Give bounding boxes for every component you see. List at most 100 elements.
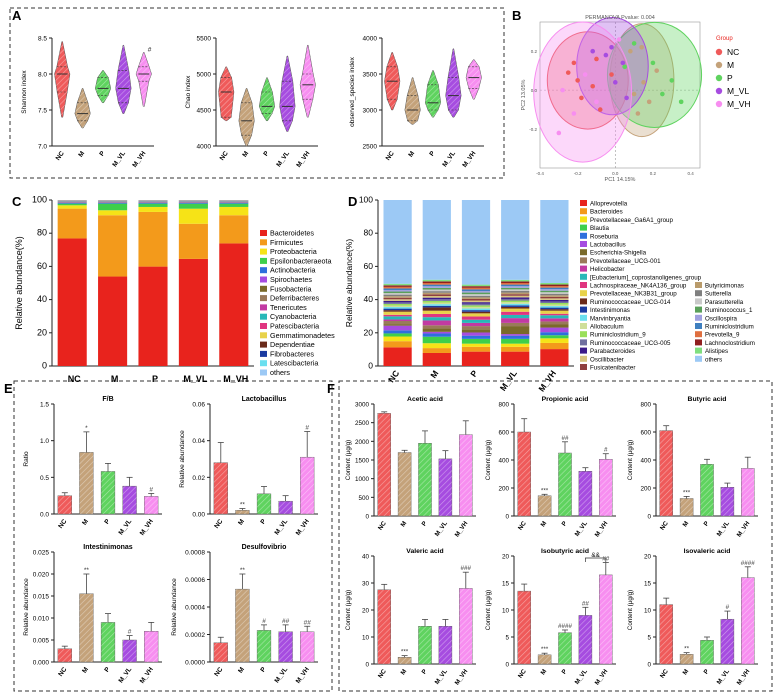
legend-label: Ruminococcus_1	[705, 307, 753, 314]
bar-hatch	[213, 642, 228, 662]
stack-segment	[383, 288, 412, 290]
stack-segment	[383, 307, 412, 309]
stack-segment	[383, 289, 412, 292]
stack-segment	[501, 302, 530, 304]
chart-F-acetic-acid: 0 500 1000 1500 2000 2500 3000 NC M P M_VL M_VH Cont…	[345, 396, 476, 538]
y-tick-label: 0.010	[33, 616, 50, 623]
y-tick-label: 0.5	[40, 475, 49, 482]
x-tick-label: M	[111, 374, 119, 384]
x-tick-label: M_VH	[295, 666, 311, 685]
x-tick-label: M_VH	[139, 518, 155, 537]
y-tick-label: 0	[647, 662, 651, 669]
bar-hatch	[235, 589, 250, 662]
legend-title: Group	[716, 36, 733, 42]
stack-segment	[540, 289, 569, 291]
stack-segment	[383, 300, 412, 303]
y-tick-label: 0.020	[33, 572, 50, 579]
stack-segment	[383, 303, 412, 306]
data-point	[571, 111, 577, 116]
y-tick-label: 800	[640, 402, 651, 409]
bar-hatch	[438, 458, 452, 516]
x-tick-label: M	[428, 368, 440, 380]
legend-label: Fibrobacteres	[270, 349, 314, 358]
x-tick-label: M_VL	[274, 666, 290, 684]
y-tick-label: 0.015	[33, 594, 50, 601]
legend-label: others	[705, 356, 722, 363]
data-point	[575, 78, 580, 83]
legend-swatch	[580, 241, 587, 247]
y-tick-label: 0.0006	[185, 577, 205, 584]
legend-swatch	[695, 355, 702, 362]
stack-segment	[461, 308, 491, 311]
legend-swatch	[580, 273, 587, 280]
stack-segment	[461, 329, 491, 333]
stack-segment	[461, 306, 491, 309]
stack-segment	[57, 203, 87, 206]
chart-A-observed-species-index: 2500 3000 3500 4000 NC M P M_VL M_VH observed_spe…	[349, 36, 484, 169]
y-axis-label: Content (μg/g)	[627, 440, 634, 480]
data-point	[660, 91, 665, 97]
y-axis-label: Shannon index	[21, 70, 28, 114]
stack-segment	[540, 287, 569, 290]
y-axis-label: Content (μg/g)	[485, 440, 492, 480]
legend-swatch	[580, 224, 587, 231]
group-ellipse	[576, 16, 649, 116]
stack-segment	[501, 284, 530, 287]
x-tick-label: -0.4	[536, 171, 544, 176]
stack-segment	[501, 286, 530, 288]
data-point	[594, 99, 599, 105]
legend-swatch	[580, 208, 587, 215]
significance-label: ***	[683, 489, 691, 496]
legend-swatch	[260, 267, 267, 274]
legend-label: [Eubacterium]_coprostanoligenes_group	[590, 274, 702, 281]
bar-hatch	[517, 591, 531, 664]
y-tick-label: 8.5	[38, 36, 47, 43]
violin-hatch	[115, 45, 132, 114]
stack-segment	[138, 211, 168, 267]
y-tick-label: 200	[498, 486, 509, 493]
bar-hatch	[459, 588, 473, 664]
significance-label: **	[84, 567, 90, 574]
x-axis-label: PC1 14.15%	[605, 177, 636, 183]
x-tick-label: P	[468, 368, 480, 379]
significance-label: ####	[741, 560, 756, 567]
x-tick-label: M	[539, 520, 548, 528]
x-tick-label: P	[560, 520, 568, 527]
y-tick-label: 0.02	[192, 475, 205, 482]
data-point	[678, 99, 684, 105]
x-tick-label: NC	[213, 518, 224, 530]
y-axis-label: Relative abundance	[171, 578, 178, 636]
stack-segment	[461, 338, 491, 344]
bar-hatch	[741, 577, 755, 664]
y-axis-label: Content (μg/g)	[345, 590, 352, 630]
x-tick-label: M	[681, 668, 690, 676]
y-tick-label: 15	[502, 581, 510, 588]
legend-label: Intestinimonas	[590, 307, 630, 314]
y-axis-label: Content (μg/g)	[627, 590, 634, 630]
x-tick-label: M_VL	[275, 150, 291, 168]
significance-label: ##	[304, 619, 312, 626]
legend-marker	[715, 61, 723, 69]
bar-hatch	[720, 619, 734, 664]
bar-hatch	[418, 626, 432, 664]
legend-swatch	[260, 360, 267, 367]
y-tick-label: 3000	[363, 108, 378, 115]
stack-segment	[461, 335, 491, 339]
x-tick-label: M_VH	[295, 150, 311, 169]
stack-segment	[461, 294, 491, 296]
x-tick-label: NC	[517, 520, 528, 532]
legend-label: Ruminiclostridium_9	[590, 332, 646, 339]
significance-label: ####	[558, 623, 573, 630]
x-tick-label: P	[420, 520, 428, 527]
stack-segment	[383, 330, 412, 334]
stack-segment	[501, 308, 530, 312]
stack-segment	[422, 348, 451, 353]
stack-segment	[540, 290, 569, 293]
significance-label: #	[305, 425, 309, 432]
bar-hatch	[235, 510, 250, 514]
x-tick-label: M_VL	[434, 668, 449, 686]
data-point	[641, 80, 646, 85]
stack-segment	[383, 319, 412, 322]
stack-segment	[540, 286, 569, 288]
